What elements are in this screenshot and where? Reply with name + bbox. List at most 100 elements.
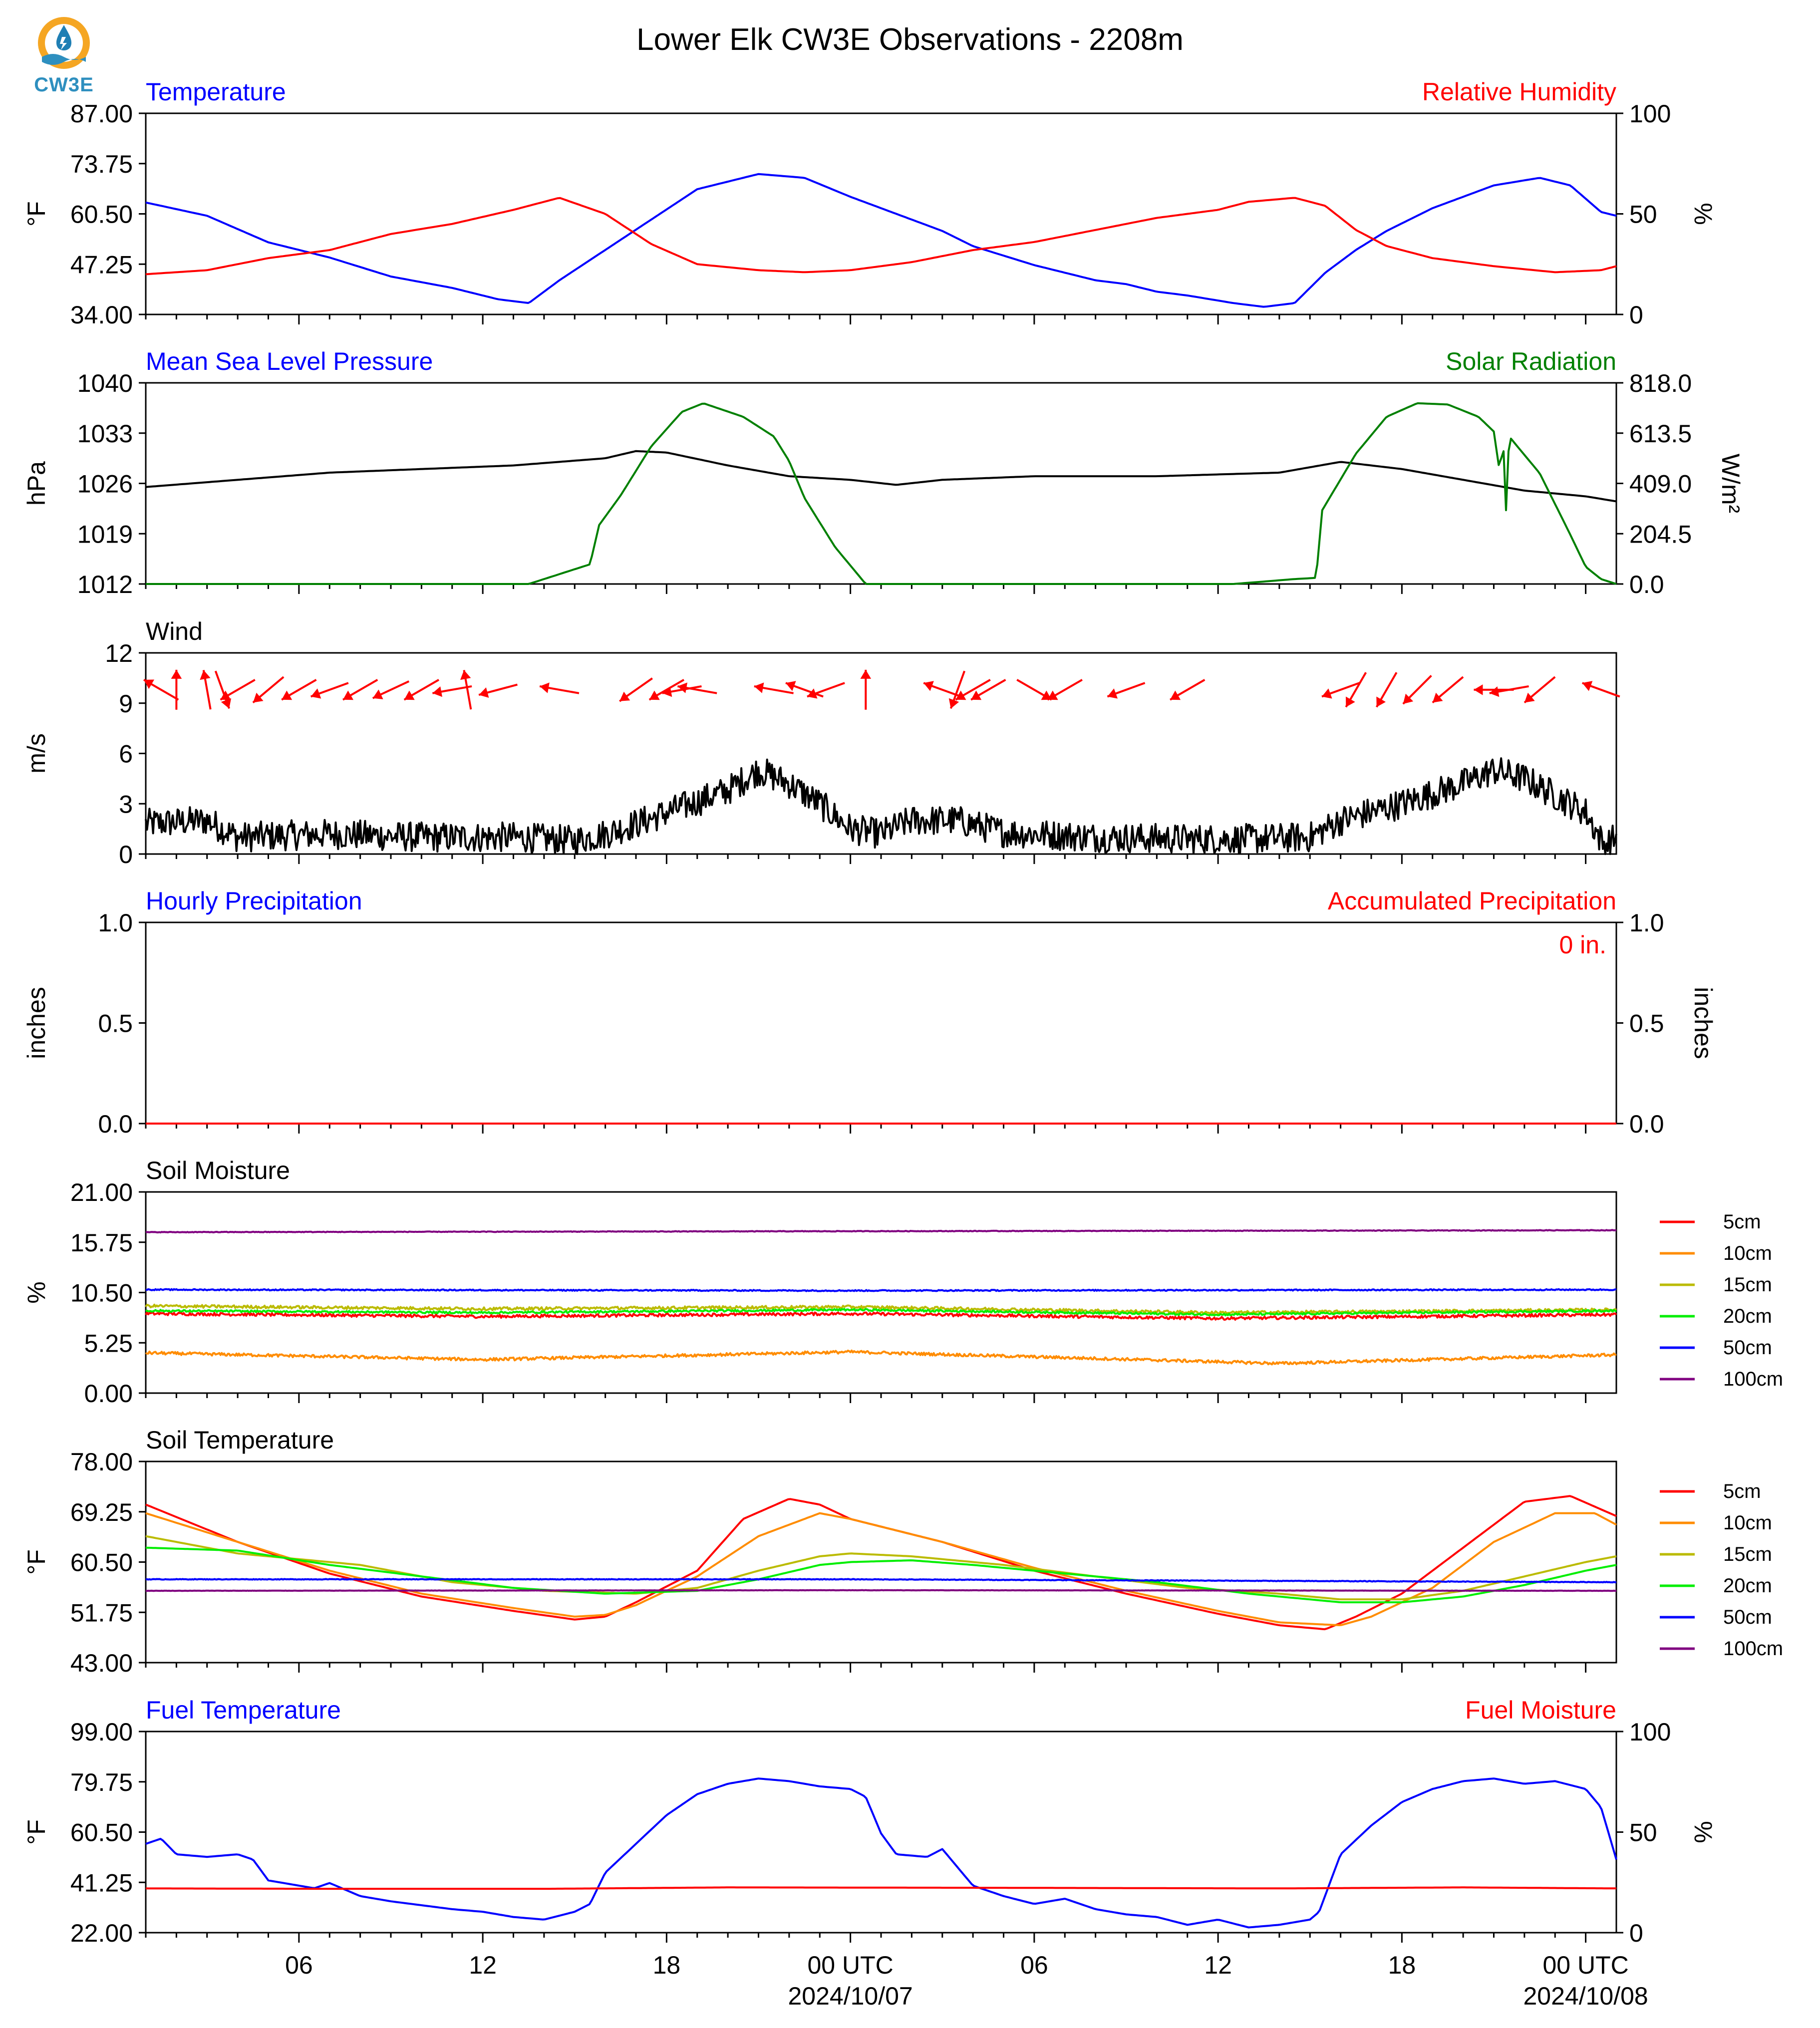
wind-arrow (342, 679, 378, 701)
wind-arrow-head (1346, 696, 1355, 707)
y-axis-label-right: % (1689, 1821, 1717, 1843)
series-line-0 (145, 757, 1617, 855)
y-axis-label-right: W/m² (1717, 454, 1745, 513)
y-tick-label: 99.00 (70, 1718, 133, 1746)
y-tick-label: 0 (119, 841, 133, 869)
legend-label-50cm: 50cm (1723, 1337, 1772, 1359)
wind-arrow-head (1524, 692, 1535, 703)
series-line-10cm (145, 1512, 1617, 1626)
wind-arrow (539, 682, 580, 694)
y-tick-label: 34.00 (70, 301, 133, 329)
y-tick-label: 21.00 (70, 1178, 133, 1206)
panel-title-left: Temperature (146, 78, 286, 106)
y-axis-label-left: hPa (22, 461, 50, 506)
wind-arrow (807, 682, 845, 699)
legend-label-20cm: 20cm (1723, 1575, 1772, 1597)
y-tick-label: 12 (105, 639, 133, 667)
wind-arrow-head (1432, 692, 1443, 703)
y-tick-label-right: 0.0 (1629, 571, 1664, 598)
wind-arrow (923, 681, 962, 698)
y-tick-label-right: 100 (1629, 100, 1671, 128)
y-axis-label-left: °F (22, 1549, 50, 1575)
x-tick-label: 06 (1020, 1951, 1048, 1979)
series-line-1 (145, 197, 1617, 276)
wind-arrow-head (923, 681, 934, 691)
wind-arrow-head (200, 670, 211, 680)
wind-arrow (403, 679, 440, 701)
wind-arrow-head (372, 689, 383, 699)
wind-arrow-head (786, 681, 796, 691)
wind-arrow-head (971, 690, 982, 700)
y-tick-label-right: 0.0 (1629, 1110, 1664, 1138)
wind-arrow-head (1047, 690, 1058, 700)
y-tick-label: 9 (119, 690, 133, 718)
wind-arrow (220, 679, 256, 701)
y-tick-label: 0.00 (84, 1380, 133, 1408)
wind-arrow-head (404, 690, 415, 700)
wind-arrow (1345, 672, 1367, 708)
panel-title-left: Wind (146, 617, 203, 645)
wind-arrow (1016, 679, 1052, 701)
wind-arrow (1047, 679, 1083, 701)
y-tick-label-right: 0 (1629, 301, 1643, 329)
wind-arrow-head (649, 690, 660, 700)
panel-title-right: Fuel Moisture (1465, 1696, 1616, 1724)
series-line-5cm (145, 1495, 1617, 1631)
x-tick-label: 00 UTC (1542, 1951, 1628, 1979)
series-line-20cm (145, 1308, 1617, 1317)
wind-arrow (171, 669, 182, 710)
legend-label-10cm: 10cm (1723, 1242, 1772, 1264)
wind-arrow-head (677, 682, 687, 693)
legend-label-15cm: 15cm (1723, 1543, 1772, 1565)
y-tick-label-right: 0 (1629, 1919, 1643, 1947)
wind-arrow (1321, 682, 1360, 699)
legend-label-10cm: 10cm (1723, 1512, 1772, 1534)
wind-arrow-head (220, 690, 231, 700)
panel-title-left: Mean Sea Level Pressure (146, 347, 433, 375)
y-tick-label: 0.0 (98, 1110, 133, 1138)
panel-5: Soil Temperature 43.00 51.75 60.50 69.25 78.0… (22, 1426, 1783, 1677)
wind-arrow-head (171, 669, 182, 679)
y-tick-label-right: 50 (1629, 1819, 1657, 1847)
wind-arrow-head (1582, 681, 1593, 691)
panel-title-left: Soil Temperature (146, 1426, 334, 1454)
series-line-50cm (145, 1578, 1617, 1584)
wind-arrow (1432, 676, 1464, 704)
wind-arrow-head (1322, 688, 1332, 699)
y-tick-label: 3 (119, 790, 133, 818)
y-axis-label-left: °F (22, 201, 50, 227)
series-line-10cm (145, 1349, 1617, 1366)
y-tick-label-right: 100 (1629, 1718, 1671, 1746)
y-tick-label: 87.00 (70, 100, 133, 128)
panel-title-right: Accumulated Precipitation (1328, 887, 1616, 915)
wind-arrow-head (860, 669, 872, 679)
x-tick-label: 18 (1388, 1951, 1416, 1979)
panel-title-left: Hourly Precipitation (146, 887, 362, 915)
wind-arrow (785, 681, 824, 698)
wind-arrow-head (432, 686, 442, 697)
y-tick-label: 10.50 (70, 1279, 133, 1307)
wind-arrow (948, 670, 965, 709)
wind-arrow (754, 682, 794, 694)
y-tick-label: 60.50 (70, 201, 133, 229)
wind-arrow (200, 670, 212, 710)
series-line-0 (145, 1777, 1617, 1929)
panel-title-right: Relative Humidity (1422, 78, 1616, 106)
series-line-5cm (145, 1311, 1617, 1321)
wind-arrow (214, 670, 232, 709)
accumulated-precip-label: 0 in. (1559, 931, 1606, 959)
y-tick-label: 22.00 (70, 1919, 133, 1947)
y-tick-label: 47.25 (70, 251, 133, 279)
wind-arrow (478, 683, 518, 698)
wind-arrow-head (1403, 693, 1414, 704)
legend-label-5cm: 5cm (1723, 1211, 1761, 1233)
chart-title: Lower Elk CW3E Observations - 2208m (636, 22, 1184, 57)
panel-frame (145, 921, 1617, 1125)
y-tick-label: 41.25 (70, 1869, 133, 1897)
series-line-0 (145, 173, 1617, 308)
y-tick-label: 69.25 (70, 1498, 133, 1526)
wind-arrow (1489, 685, 1529, 697)
wind-arrow-head (310, 688, 321, 699)
logo-text: CW3E (34, 74, 94, 96)
y-tick-label-right: 50 (1629, 201, 1657, 229)
